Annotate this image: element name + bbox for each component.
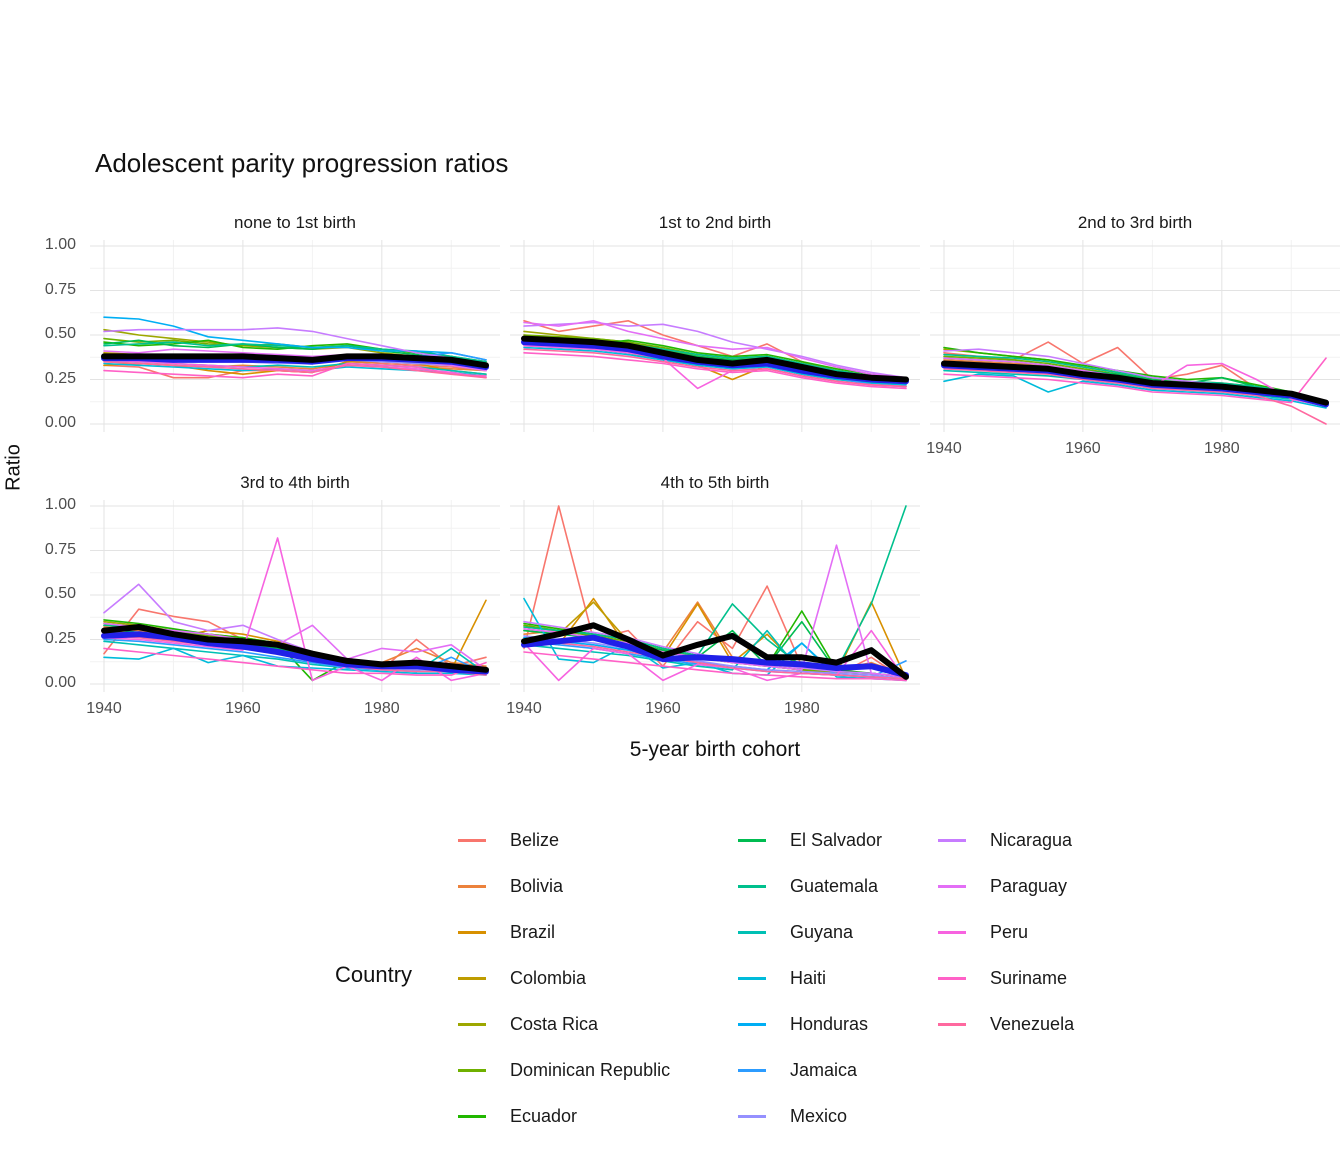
legend-item-ecuador: Ecuador (458, 1104, 577, 1128)
legend-item-mexico: Mexico (738, 1104, 847, 1128)
legend-item-honduras: Honduras (738, 1012, 868, 1036)
facet-2nd-to-3rd-birth: 2nd to 3rd birth (930, 210, 1340, 432)
legend-item-haiti: Haiti (738, 966, 826, 990)
legend-label: Jamaica (790, 1059, 858, 1080)
legend-label: Mexico (790, 1105, 848, 1126)
legend-swatch (738, 976, 766, 980)
legend-swatch (938, 1022, 966, 1026)
legend-swatch (938, 884, 966, 888)
legend-item-belize: Belize (458, 828, 559, 852)
facet-none-to-1st-birth: none to 1st birth (90, 210, 500, 432)
legend-item-guatemala: Guatemala (738, 874, 878, 898)
legend-label: Ecuador (510, 1105, 578, 1126)
legend-swatch (738, 884, 766, 888)
legend-label: Brazil (510, 921, 556, 942)
legend-label: Guyana (790, 921, 854, 942)
facet-1st-to-2nd-birth: 1st to 2nd birth (510, 210, 920, 432)
y-tick-label: 0.50 (44, 325, 76, 342)
facet-strip-label: 3rd to 4th birth (240, 473, 350, 492)
legend-swatch (738, 1114, 766, 1118)
x-tick-label: 1980 (784, 700, 820, 717)
legend-label: Honduras (790, 1013, 869, 1034)
legend-item-guyana: Guyana (738, 920, 853, 944)
legend-label: Bolivia (510, 875, 564, 896)
y-tick-label: 1.00 (44, 496, 76, 513)
legend-swatch (738, 838, 766, 842)
legend-item-costa-rica: Costa Rica (458, 1012, 598, 1036)
legend-item-colombia: Colombia (458, 966, 586, 990)
legend-item-venezuela: Venezuela (938, 1012, 1074, 1036)
legend-swatch (458, 930, 486, 934)
legend-swatch (458, 884, 486, 888)
x-tick-label: 1960 (225, 700, 261, 717)
facet-strip-label: 2nd to 3rd birth (1077, 213, 1193, 232)
legend-item-jamaica: Jamaica (738, 1058, 857, 1082)
y-tick-label: 0.75 (44, 540, 76, 558)
legend-label: Paraguay (990, 875, 1068, 896)
facet-panel (930, 240, 1340, 432)
facet-panel (510, 500, 920, 692)
facet-panel (90, 240, 500, 432)
legend-swatch (458, 976, 486, 980)
legend-label: Suriname (990, 967, 1068, 988)
legend-swatch (738, 930, 766, 934)
y-tick-label: 0.25 (44, 629, 76, 647)
x-tick-label: 1940 (926, 440, 962, 457)
x-tick-label: 1940 (506, 700, 542, 717)
x-tick-label: 1980 (1204, 440, 1240, 457)
legend-item-el-salvador: El Salvador (738, 828, 882, 852)
legend-title: Country (335, 962, 413, 987)
facet-panel (90, 500, 500, 692)
x-tick-label: 1980 (364, 700, 400, 717)
legend-label: Belize (510, 829, 560, 850)
legend-label: Dominican Republic (510, 1059, 671, 1080)
facet-strip-label: none to 1st birth (234, 213, 356, 232)
legend-item-paraguay: Paraguay (938, 874, 1067, 898)
y-tick-label: 0.50 (44, 585, 76, 602)
legend-item-dominican-republic: Dominican Republic (458, 1058, 670, 1082)
y-tick-label: 0.25 (44, 369, 76, 387)
y-tick-label: 0.00 (44, 414, 76, 431)
legend-label: Colombia (510, 967, 587, 988)
facet-panel (510, 240, 920, 432)
x-axis-title: 5-year birth cohort (629, 738, 801, 761)
legend-swatch (738, 1068, 766, 1072)
y-tick-label: 1.00 (44, 236, 76, 253)
legend-item-brazil: Brazil (458, 920, 555, 944)
legend-swatch (738, 1022, 766, 1026)
y-tick-label: 0.75 (44, 280, 76, 298)
legend-item-suriname: Suriname (938, 966, 1067, 990)
x-tick-label: 1960 (645, 700, 681, 717)
legend-item-nicaragua: Nicaragua (938, 828, 1072, 852)
legend-swatch (458, 1114, 486, 1118)
legend-swatch (938, 976, 966, 980)
facet-4th-to-5th-birth: 4th to 5th birth (510, 470, 920, 692)
legend-swatch (938, 838, 966, 842)
legend-label: Guatemala (790, 875, 879, 896)
legend-item-bolivia: Bolivia (458, 874, 563, 898)
x-tick-label: 1960 (1065, 440, 1101, 457)
legend-label: Peru (990, 921, 1029, 942)
legend-swatch (938, 930, 966, 934)
legend-label: Costa Rica (510, 1013, 599, 1034)
legend-label: Venezuela (990, 1013, 1075, 1034)
legend-swatch (458, 1068, 486, 1072)
chart-title: Adolescent parity progression ratios (95, 148, 509, 178)
legend-item-peru: Peru (938, 920, 1028, 944)
facet-3rd-to-4th-birth: 3rd to 4th birth (90, 470, 500, 692)
facet-strip-label: 4th to 5th birth (660, 473, 770, 492)
facet-strip-label: 1st to 2nd birth (658, 213, 772, 232)
y-tick-label: 0.00 (44, 674, 76, 691)
x-tick-label: 1940 (86, 700, 122, 717)
legend-swatch (458, 1022, 486, 1026)
legend-label: Nicaragua (990, 829, 1073, 850)
legend-label: Haiti (790, 967, 827, 988)
legend-label: El Salvador (790, 829, 883, 850)
legend-swatch (458, 838, 486, 842)
